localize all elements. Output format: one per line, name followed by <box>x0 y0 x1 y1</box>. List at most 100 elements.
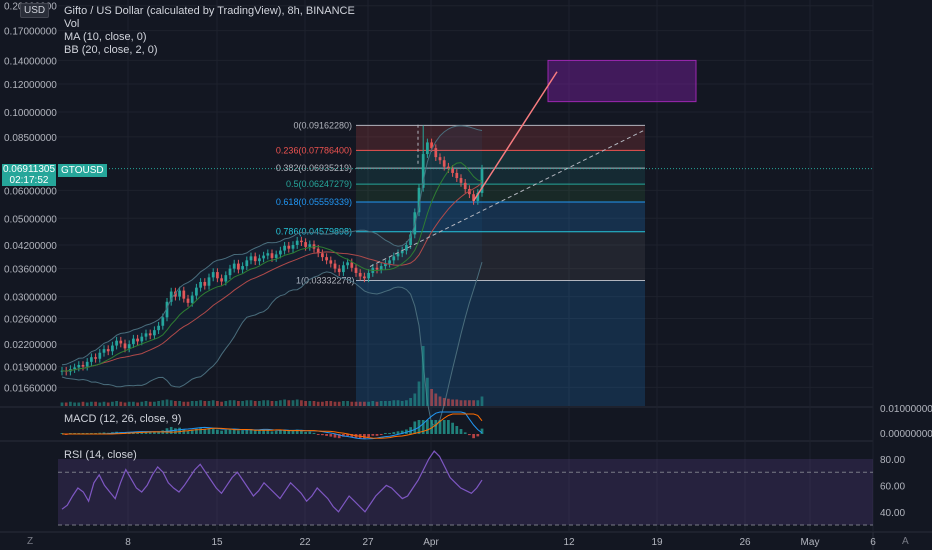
volume-bar <box>169 400 173 406</box>
bb-legend[interactable]: BB (20, close, 2, 0) <box>64 44 158 56</box>
time-tick-label: 27 <box>362 537 374 548</box>
candle-body <box>81 365 85 367</box>
macd-histogram-bar <box>426 420 429 434</box>
volume-bar <box>342 401 345 406</box>
candle-body <box>111 345 114 352</box>
volume-bar <box>396 400 400 406</box>
price-tick-label: 0.01900000 <box>4 363 57 374</box>
ma-legend[interactable]: MA (10, close, 0) <box>64 31 147 43</box>
volume-bar <box>64 402 68 406</box>
volume-bar <box>161 400 165 406</box>
macd-legend[interactable]: MACD (12, 26, close, 9) <box>64 413 182 425</box>
volume-bar <box>77 402 81 406</box>
volume-bar <box>379 401 383 406</box>
vol-legend[interactable]: Vol <box>64 18 80 30</box>
fib-level-label: 0.786(0.04579898) <box>276 227 352 237</box>
macd-histogram-bar <box>308 431 312 434</box>
macd-histogram-bar <box>153 431 156 434</box>
volume-bar <box>405 400 408 406</box>
candle-body <box>258 258 261 262</box>
volume-bar <box>468 400 471 406</box>
macd-histogram-bar <box>203 429 207 434</box>
candle-body <box>375 267 379 270</box>
volume-bar <box>279 400 282 406</box>
fib-level-label: 0.5(0.06247279) <box>286 179 352 189</box>
time-tick-label: May <box>801 537 820 548</box>
bollinger-fill <box>62 125 482 427</box>
macd-histogram-bar <box>375 434 379 436</box>
volume-bar <box>224 401 228 406</box>
volume-bar <box>434 393 438 406</box>
candle-body <box>232 263 236 269</box>
volume-bar <box>316 401 320 406</box>
volume-bar <box>258 401 261 406</box>
candle-body <box>211 272 215 278</box>
rsi-legend[interactable]: RSI (14, close) <box>64 449 137 461</box>
candle-body <box>304 242 307 247</box>
rsi-tick-label: 60.00 <box>880 481 905 492</box>
macd-histogram-bar <box>283 429 286 434</box>
macd-histogram-bar <box>472 434 475 439</box>
macd-histogram-bar <box>262 429 265 434</box>
timezone-icon[interactable]: Z <box>27 536 34 547</box>
candle-body <box>337 268 341 273</box>
volume-bar <box>148 401 152 406</box>
macd-histogram-bar <box>249 429 253 434</box>
volume-bar <box>392 400 396 406</box>
volume-bar <box>249 400 253 406</box>
macd-histogram-bar <box>186 430 190 434</box>
auto-scale-icon[interactable]: A <box>902 536 909 547</box>
candle-body <box>405 245 408 251</box>
volume-bar <box>354 401 358 406</box>
volume-bar <box>98 402 102 406</box>
volume-bar <box>190 401 194 406</box>
candle-body <box>430 142 433 149</box>
rsi-tick-label: 40.00 <box>880 508 905 519</box>
macd-signal-line <box>62 413 483 439</box>
volume-bar <box>178 401 181 406</box>
candle-body <box>342 265 345 273</box>
volume-bar <box>367 401 370 406</box>
macd-histogram-bar <box>211 427 215 434</box>
volume-bar <box>195 401 198 406</box>
macd-histogram-bar <box>447 420 450 434</box>
candle-body <box>220 278 223 282</box>
fib-band <box>356 231 645 281</box>
macd-histogram-bar <box>367 434 370 438</box>
candle-body <box>90 357 93 362</box>
candle-body <box>472 194 475 201</box>
volume-bar <box>182 401 186 406</box>
price-tick-label: 0.10000000 <box>4 108 57 119</box>
volume-bar <box>300 400 303 406</box>
volume-bar <box>304 401 307 406</box>
time-tick-label: 19 <box>651 537 663 548</box>
volume-bar <box>480 396 484 406</box>
macd-histogram-bar <box>232 428 236 434</box>
volume-bar <box>123 402 127 406</box>
candle-body <box>459 178 463 183</box>
volume-bar <box>346 401 349 406</box>
currency-badge[interactable]: USD <box>20 3 50 18</box>
time-tick-label: 22 <box>299 537 311 548</box>
candle-body <box>308 244 312 247</box>
time-tick-label: 6 <box>870 537 876 548</box>
volume-bar <box>329 401 333 406</box>
current-price-tag: 0.06911305 02:17:52 <box>2 164 56 186</box>
candle-body <box>203 281 207 286</box>
candle-body <box>224 275 228 282</box>
fib-level-label: 0.382(0.06935219) <box>276 163 352 173</box>
candle-body <box>417 187 421 213</box>
volume-bar <box>102 401 106 406</box>
candle-body <box>228 268 232 276</box>
volume-bar <box>115 401 118 406</box>
volume-bar <box>207 401 211 406</box>
time-tick-label: 12 <box>563 537 575 548</box>
volume-bar <box>186 401 190 406</box>
macd-histogram-bar <box>363 434 366 439</box>
volume-bar <box>266 400 270 406</box>
rsi-tick-label: 80.00 <box>880 455 905 466</box>
macd-histogram-bar <box>468 434 471 436</box>
candle-body <box>144 333 148 337</box>
